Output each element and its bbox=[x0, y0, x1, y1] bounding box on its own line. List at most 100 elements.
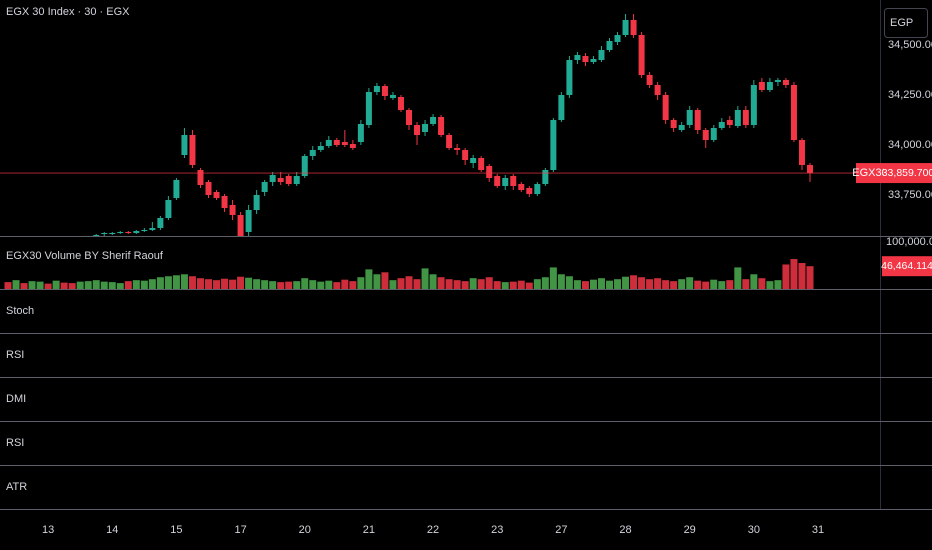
candle-body bbox=[349, 144, 356, 148]
volume-bar bbox=[670, 281, 678, 289]
candle-body bbox=[101, 233, 108, 234]
candle-body bbox=[229, 205, 236, 215]
volume-bar bbox=[517, 280, 525, 289]
candle-body bbox=[197, 170, 204, 185]
volume-bar bbox=[229, 279, 237, 289]
x-tick-label: 31 bbox=[812, 524, 824, 536]
candle-body bbox=[542, 170, 549, 184]
volume-bar bbox=[172, 275, 180, 289]
volume-bar bbox=[533, 279, 541, 289]
volume-bar bbox=[750, 274, 758, 289]
y-tick-label: 100,000.000 bbox=[886, 236, 932, 248]
volume-bar bbox=[44, 283, 52, 289]
volume-bar bbox=[734, 267, 742, 289]
candle-body bbox=[365, 92, 372, 125]
candle-body bbox=[622, 20, 629, 35]
volume-bar bbox=[221, 278, 229, 289]
volume-bar bbox=[373, 274, 381, 289]
volume-bar bbox=[421, 268, 429, 289]
candle-body bbox=[125, 232, 132, 233]
x-tick-label: 17 bbox=[234, 524, 246, 536]
y-tick-label: 33,750.000 bbox=[888, 189, 932, 201]
volume-bar bbox=[646, 279, 654, 289]
candle-body bbox=[766, 82, 773, 90]
volume-bar bbox=[694, 280, 702, 289]
candle-body bbox=[414, 125, 421, 135]
candle-body bbox=[510, 176, 517, 186]
x-tick-label: 20 bbox=[299, 524, 311, 536]
volume-bar bbox=[317, 281, 325, 289]
volume-bar bbox=[686, 277, 694, 289]
candle-body bbox=[582, 56, 589, 62]
candle-body bbox=[109, 233, 116, 234]
overlay: EGX 30 Index · 30 · EGX EGX30 Volume BY … bbox=[6, 6, 932, 536]
volume-bar bbox=[501, 282, 509, 289]
candle-body bbox=[462, 150, 469, 160]
volume-bar bbox=[188, 276, 196, 289]
volume-bar bbox=[108, 282, 116, 289]
volume-bar bbox=[806, 266, 814, 289]
volume-bar bbox=[28, 281, 36, 289]
candle-body bbox=[750, 85, 757, 125]
candle-body bbox=[502, 178, 509, 186]
candle-body bbox=[718, 122, 725, 128]
volume-bar bbox=[742, 279, 750, 289]
volume-bar bbox=[4, 282, 12, 289]
candle-body bbox=[558, 95, 565, 120]
volume-bar bbox=[68, 283, 76, 289]
volume-bar bbox=[509, 281, 517, 289]
volume-bar bbox=[541, 277, 549, 289]
volume-bar bbox=[277, 282, 285, 289]
volume-bar bbox=[477, 279, 485, 289]
candle-body bbox=[662, 95, 669, 120]
volume-bar bbox=[445, 279, 453, 289]
volume-bar bbox=[285, 281, 293, 289]
candle-body bbox=[518, 184, 525, 190]
candle-body bbox=[710, 128, 717, 140]
volume-bar bbox=[84, 281, 92, 289]
candle-body bbox=[261, 182, 268, 192]
candle-body bbox=[630, 20, 637, 35]
candle-body bbox=[237, 215, 244, 236]
x-tick-label: 27 bbox=[555, 524, 567, 536]
candle-body bbox=[782, 80, 789, 85]
volume-bar bbox=[180, 274, 188, 289]
x-tick-label: 21 bbox=[363, 524, 375, 536]
volume-bar bbox=[453, 280, 461, 289]
candle-body bbox=[333, 140, 340, 145]
candle-body bbox=[389, 95, 396, 98]
volume-bar bbox=[654, 278, 662, 289]
candle-body bbox=[670, 120, 677, 128]
y-tick-label: 34,500.000 bbox=[888, 39, 932, 51]
candle-body bbox=[446, 135, 453, 148]
volume-bar bbox=[798, 262, 806, 289]
candle-body bbox=[141, 230, 148, 231]
currency-label[interactable]: EGP bbox=[890, 17, 913, 29]
volume-bar bbox=[196, 278, 204, 289]
volume-bar bbox=[205, 279, 212, 289]
candle-body bbox=[189, 135, 196, 165]
volume-bar bbox=[710, 279, 718, 289]
candle-body bbox=[245, 210, 252, 232]
candle-body bbox=[357, 124, 364, 142]
candle-body bbox=[494, 176, 501, 186]
candle-body bbox=[734, 110, 741, 126]
volume-bar bbox=[437, 277, 445, 289]
volume-bar bbox=[766, 281, 774, 289]
currency-button[interactable] bbox=[884, 8, 928, 38]
volume-bar bbox=[429, 274, 437, 289]
volume-bar bbox=[253, 279, 261, 289]
candle-body bbox=[526, 188, 533, 194]
volume-bar bbox=[413, 279, 421, 289]
pane-title: Stoch bbox=[6, 305, 34, 317]
candle-body bbox=[702, 130, 709, 140]
volume-bar bbox=[365, 269, 373, 289]
volume-bar bbox=[397, 278, 405, 289]
volume-bar bbox=[76, 281, 84, 289]
volume-bar bbox=[469, 278, 477, 289]
volume-bar bbox=[581, 281, 589, 289]
volume-bar bbox=[164, 276, 172, 289]
pane-title: RSI bbox=[6, 349, 24, 361]
y-tick-label: 34,000.000 bbox=[888, 139, 932, 151]
